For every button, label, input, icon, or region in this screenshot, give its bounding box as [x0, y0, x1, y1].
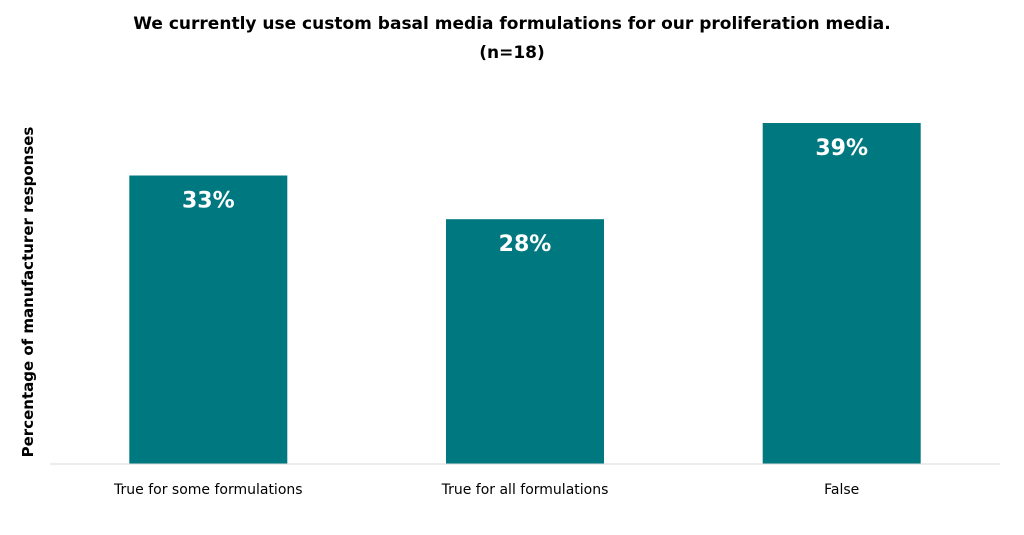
bar-1 [129, 175, 288, 464]
chart-subtitle: (n=18) [479, 43, 545, 63]
data-label-2: 28% [499, 232, 552, 257]
bar-2 [446, 219, 604, 464]
data-label-1: 33% [182, 189, 235, 214]
bars-layer: 33% 28% 39% [129, 123, 921, 464]
x-tick-label-3: False [824, 482, 859, 498]
bar-3 [762, 123, 921, 464]
x-tick-label-1: True for some formulations [113, 482, 303, 498]
chart-title: We currently use custom basal media form… [133, 14, 890, 34]
x-axis-ticks: True for some formulations True for all f… [113, 482, 859, 498]
y-axis-label: Percentage of manufacturer responses [19, 127, 37, 458]
data-label-3: 39% [815, 136, 868, 161]
x-tick-label-2: True for all formulations [441, 482, 609, 498]
